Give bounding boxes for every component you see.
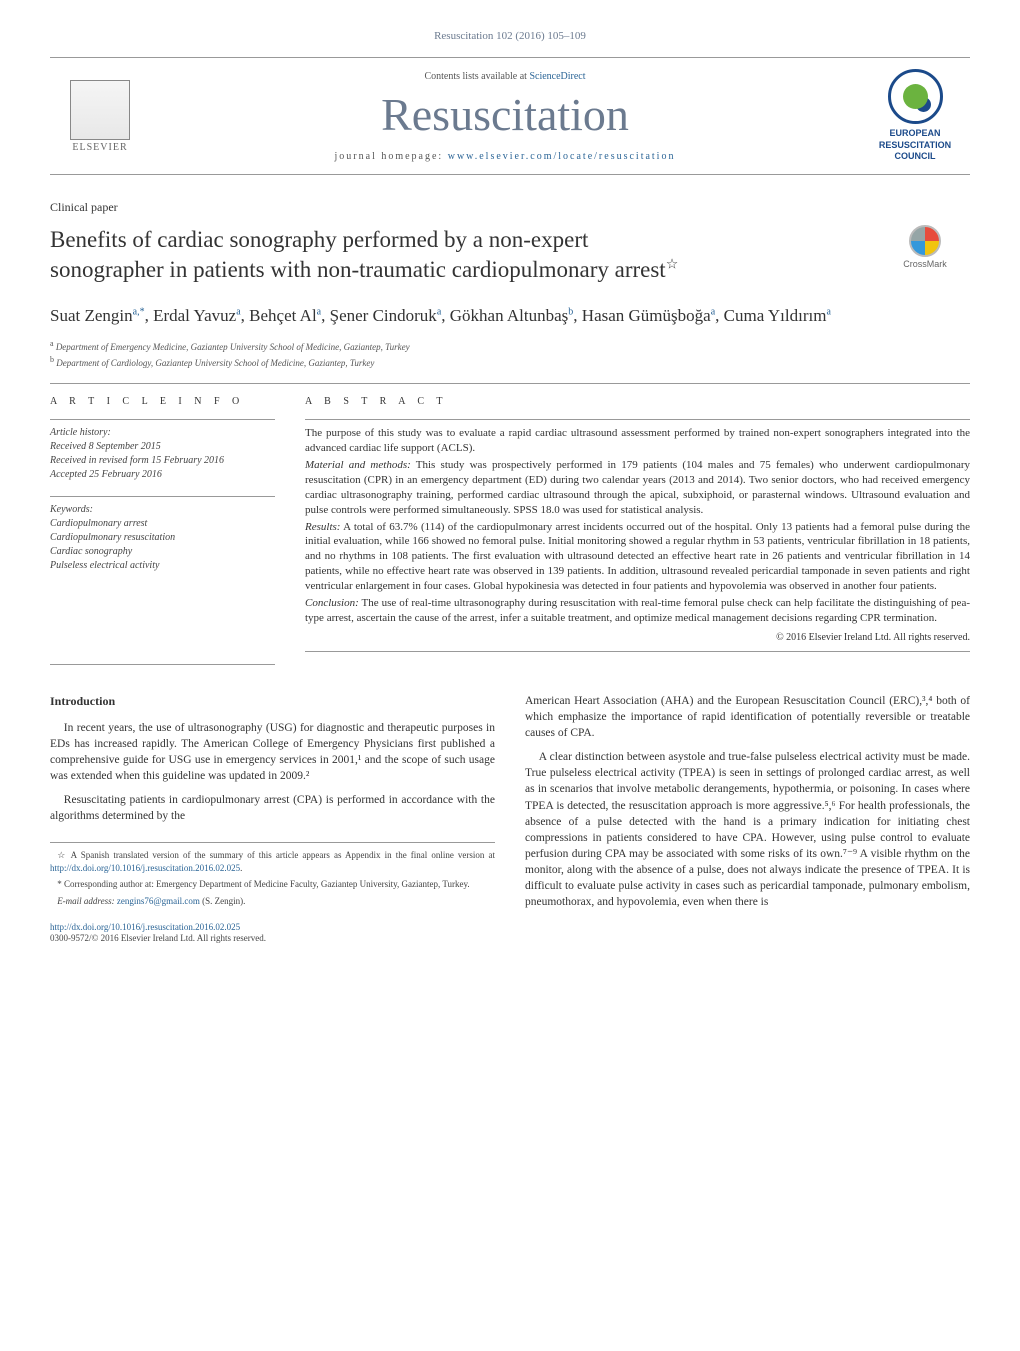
- abstract-conclusion: Conclusion: The use of real-time ultraso…: [305, 596, 970, 626]
- affiliation-b: b Department of Cardiology, Gaziantep Un…: [50, 354, 970, 370]
- issn-copyright-line: 0300-9572/© 2016 Elsevier Ireland Ltd. A…: [50, 933, 266, 943]
- title-row: Benefits of cardiac sonography performed…: [50, 225, 970, 289]
- history-heading: Article history:: [50, 426, 275, 440]
- divider: [50, 419, 275, 420]
- erc-line2: RESUSCITATION: [860, 140, 970, 152]
- article-history: Article history: Received 8 September 20…: [50, 426, 275, 482]
- erc-text: EUROPEAN RESUSCITATION COUNCIL: [860, 128, 970, 163]
- homepage-link[interactable]: www.elsevier.com/locate/resuscitation: [448, 151, 676, 162]
- erc-logo: EUROPEAN RESUSCITATION COUNCIL: [860, 69, 970, 163]
- abstract-heading: A B S T R A C T: [305, 396, 970, 407]
- divider: [305, 419, 970, 420]
- right-column: American Heart Association (AHA) and the…: [525, 693, 970, 945]
- left-column: Introduction In recent years, the use of…: [50, 693, 495, 945]
- divider: [50, 383, 970, 384]
- article-title-line1: Benefits of cardiac sonography performed…: [50, 227, 588, 252]
- body-paragraph: Resuscitating patients in cardiopulmonar…: [50, 792, 495, 824]
- affiliations: a Department of Emergency Medicine, Gazi…: [50, 338, 970, 369]
- keywords-heading: Keywords:: [50, 503, 275, 517]
- header-center: Contents lists available at ScienceDirec…: [150, 71, 860, 162]
- keyword: Pulseless electrical activity: [50, 559, 275, 573]
- abstract-results: Results: A total of 63.7% (114) of the c…: [305, 520, 970, 594]
- affiliation-a-text: Department of Emergency Medicine, Gazian…: [56, 342, 410, 352]
- article-info-heading: A R T I C L E I N F O: [50, 396, 275, 407]
- body-paragraph: In recent years, the use of ultrasonogra…: [50, 720, 495, 784]
- crossmark-badge[interactable]: CrossMark: [880, 225, 970, 269]
- abstract-intro: The purpose of this study was to evaluat…: [305, 426, 970, 456]
- results-label: Results:: [305, 521, 340, 533]
- divider: [50, 664, 275, 665]
- keyword: Cardiopulmonary resuscitation: [50, 531, 275, 545]
- divider: [305, 651, 970, 652]
- elsevier-logo: ELSEVIER: [50, 66, 150, 166]
- abstract-copyright: © 2016 Elsevier Ireland Ltd. All rights …: [305, 631, 970, 645]
- affiliation-a: a Department of Emergency Medicine, Gazi…: [50, 338, 970, 354]
- contents-text: Contents lists available at: [424, 71, 529, 82]
- info-abstract-row: A R T I C L E I N F O Article history: R…: [50, 396, 970, 657]
- keyword: Cardiopulmonary arrest: [50, 517, 275, 531]
- authors-list: Suat Zengina,*, Erdal Yavuza, Behçet Ala…: [50, 303, 970, 329]
- doi-link[interactable]: http://dx.doi.org/10.1016/j.resuscitatio…: [50, 922, 240, 932]
- homepage-label: journal homepage:: [335, 151, 448, 162]
- article-info: A R T I C L E I N F O Article history: R…: [50, 396, 275, 657]
- email-label: E-mail address:: [57, 896, 117, 906]
- affiliation-b-text: Department of Cardiology, Gaziantep Univ…: [56, 358, 374, 368]
- doi-block: http://dx.doi.org/10.1016/j.resuscitatio…: [50, 922, 495, 945]
- crossmark-icon: [909, 225, 941, 257]
- article-title: Benefits of cardiac sonography performed…: [50, 225, 880, 285]
- homepage-line: journal homepage: www.elsevier.com/locat…: [150, 151, 860, 162]
- conclusion-label: Conclusion:: [305, 597, 359, 609]
- footnote-email: E-mail address: zengins76@gmail.com (S. …: [50, 895, 495, 908]
- erc-circle-icon: [888, 69, 943, 124]
- title-footnote-star-icon: ☆: [666, 257, 679, 272]
- journal-header-bar: ELSEVIER Contents lists available at Sci…: [50, 57, 970, 175]
- crossmark-label: CrossMark: [880, 259, 970, 269]
- elsevier-tree-icon: [70, 80, 130, 140]
- footnote-star-text: A Spanish translated version of the summ…: [71, 850, 495, 860]
- erc-line1: EUROPEAN: [860, 128, 970, 140]
- sciencedirect-link[interactable]: ScienceDirect: [529, 71, 585, 82]
- article-title-line2: sonographer in patients with non-traumat…: [50, 257, 666, 282]
- body-paragraph: A clear distinction between asystole and…: [525, 749, 970, 910]
- email-link[interactable]: zengins76@gmail.com: [117, 896, 200, 906]
- journal-reference: Resuscitation 102 (2016) 105–109: [50, 30, 970, 42]
- keywords-block: Keywords: Cardiopulmonary arrest Cardiop…: [50, 503, 275, 573]
- abstract-methods: Material and methods: This study was pro…: [305, 458, 970, 517]
- abstract-column: A B S T R A C T The purpose of this stud…: [305, 396, 970, 657]
- keyword: Cardiac sonography: [50, 545, 275, 559]
- body-paragraph: American Heart Association (AHA) and the…: [525, 693, 970, 741]
- footnote-star: ☆ A Spanish translated version of the su…: [50, 849, 495, 874]
- section-label: Clinical paper: [50, 200, 970, 215]
- abstract-body: The purpose of this study was to evaluat…: [305, 426, 970, 644]
- contents-line: Contents lists available at ScienceDirec…: [150, 71, 860, 82]
- footnote-corresponding: * Corresponding author at: Emergency Dep…: [50, 878, 495, 891]
- methods-label: Material and methods:: [305, 459, 411, 471]
- erc-line3: COUNCIL: [860, 151, 970, 163]
- elsevier-label: ELSEVIER: [72, 142, 127, 153]
- history-line: Received 8 September 2015: [50, 440, 275, 454]
- divider: [50, 496, 275, 497]
- results-text: A total of 63.7% (114) of the cardiopulm…: [305, 521, 970, 592]
- history-line: Accepted 25 February 2016: [50, 468, 275, 482]
- footnotes: ☆ A Spanish translated version of the su…: [50, 842, 495, 907]
- footnote-doi-link[interactable]: http://dx.doi.org/10.1016/j.resuscitatio…: [50, 863, 240, 873]
- footnote-corr-text: Corresponding author at: Emergency Depar…: [64, 879, 470, 889]
- conclusion-text: The use of real-time ultrasonography dur…: [305, 597, 970, 624]
- history-line: Received in revised form 15 February 201…: [50, 454, 275, 468]
- journal-title: Resuscitation: [150, 88, 860, 141]
- introduction-heading: Introduction: [50, 693, 495, 710]
- body-columns: Introduction In recent years, the use of…: [50, 693, 970, 945]
- email-who: (S. Zengin).: [200, 896, 246, 906]
